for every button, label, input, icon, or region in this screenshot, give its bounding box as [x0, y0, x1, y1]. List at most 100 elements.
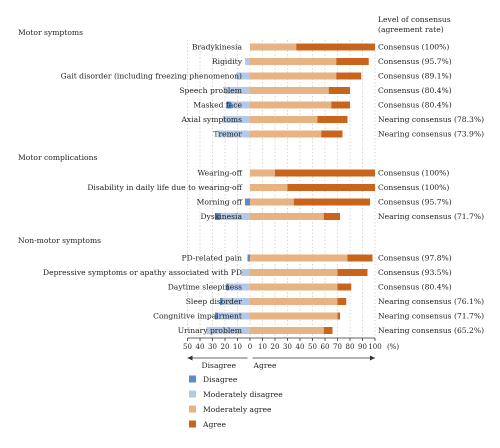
bar-agree — [296, 43, 375, 51]
x-tick-label: 20 — [271, 343, 280, 351]
bar-agree — [293, 198, 370, 206]
x-tick-label: 10 — [258, 343, 267, 351]
category-label: Daytime sleepiness — [168, 283, 242, 292]
consensus-label: Consensus (100%) — [378, 43, 449, 52]
category-label: Disability in daily life due to wearing-… — [87, 183, 242, 192]
legend-label: Moderately disagree — [203, 390, 283, 399]
bar-disagree — [226, 101, 232, 109]
bar-agree — [321, 130, 343, 138]
bar-moderately-disagree — [206, 327, 250, 334]
bar-disagree — [215, 213, 220, 220]
category-label: Gait disorder (including freezing phenom… — [61, 72, 242, 81]
bar-moderately-agree — [250, 312, 338, 320]
consensus-label: Nearing consensus (65.2%) — [378, 326, 484, 335]
section-title: Motor symptoms — [18, 28, 83, 37]
bar-agree — [317, 116, 348, 123]
bar-moderately-agree — [250, 116, 318, 123]
bar-agree — [337, 312, 340, 320]
consensus-label: Consensus (100%) — [378, 169, 449, 178]
bar-agree — [323, 213, 340, 220]
x-tick-label: 70 — [333, 343, 342, 351]
bar-moderately-agree — [250, 198, 294, 206]
section-title: Motor complications — [18, 153, 97, 162]
x-tick-label: 40 — [196, 343, 205, 351]
consensus-label: Consensus (80.4%) — [378, 86, 452, 95]
bar-moderately-disagree — [245, 58, 250, 65]
category-label: Congnitive impairment — [153, 312, 242, 321]
bar-moderately-disagree — [228, 283, 250, 291]
consensus-label: Consensus (100%) — [378, 183, 449, 192]
bar-moderately-disagree — [225, 87, 250, 94]
x-tick-label: 50 — [308, 343, 317, 351]
consensus-label: Nearing consensus (71.7%) — [378, 212, 484, 221]
bar-moderately-agree — [250, 43, 297, 51]
x-tick-label: 60 — [321, 343, 330, 351]
consensus-labels: Consensus (100%) Consensus (95.7%) Consens… — [378, 43, 484, 336]
bar-moderately-agree — [250, 213, 324, 220]
bar-agree — [336, 58, 369, 65]
bar-moderately-disagree — [236, 72, 250, 80]
category-label: Speech problem — [179, 86, 242, 95]
consensus-header-line2: (agreement rate) — [378, 25, 444, 34]
bar-moderately-agree — [250, 254, 348, 262]
bar-moderately-agree — [250, 72, 337, 80]
legend-swatch — [189, 390, 196, 398]
bar-moderately-agree — [250, 169, 275, 177]
category-label: Sleep disorder — [186, 297, 243, 306]
x-tick-label: 40 — [296, 343, 305, 351]
bar-moderately-disagree — [222, 116, 250, 123]
consensus-label: Consensus (93.5%) — [378, 268, 452, 277]
legend-label: Moderately agree — [203, 405, 272, 414]
bar-moderately-disagree — [217, 130, 250, 138]
bar-moderately-disagree — [241, 269, 250, 276]
bars — [206, 43, 375, 334]
bar-moderately-disagree — [231, 101, 250, 109]
bar-moderately-agree — [250, 269, 338, 276]
bar-agree — [337, 283, 352, 291]
category-label: Urinary problem — [178, 326, 242, 335]
consensus-label: Consensus (80.4%) — [378, 101, 452, 110]
x-tick-label: 100 — [368, 343, 381, 351]
x-tick-label: 90 — [358, 343, 367, 351]
category-labels: Motor symptoms Bradykinesia Rigidity Gait d… — [18, 28, 243, 335]
bar-agree — [336, 72, 362, 80]
bar-agree — [323, 327, 333, 334]
consensus-header-line1: Level of consensus — [378, 15, 451, 24]
x-tick-label: 20 — [221, 343, 230, 351]
bar-agree — [331, 101, 350, 109]
legend-swatch — [189, 375, 196, 383]
category-label: Depressive symptoms or apathy associated… — [43, 268, 242, 277]
category-label: Morning off — [197, 198, 243, 207]
x-tick-label: 10 — [233, 343, 242, 351]
bar-moderately-agree — [250, 283, 338, 291]
legend-swatch — [189, 420, 196, 428]
x-axis: 50 40 30 20 10 0 10 20 30 40 50 60 70 80 90 100 (%)Disag… — [183, 337, 399, 370]
consensus-label: Consensus (95.7%) — [378, 57, 452, 66]
bar-moderately-disagree — [222, 298, 250, 305]
category-label: Wearing-off — [197, 169, 242, 178]
agree-arrow-head — [370, 355, 375, 361]
consensus-label: Nearing consensus (76.1%) — [378, 297, 484, 306]
section-title: Non-motor symptoms — [18, 236, 101, 245]
category-label: Axial symptoms — [180, 115, 242, 124]
bar-agree — [328, 87, 350, 94]
bar-moderately-agree — [250, 58, 337, 65]
legend-label: Disagree — [203, 375, 238, 384]
bar-moderately-agree — [250, 87, 329, 94]
bar-agree — [287, 184, 375, 191]
consensus-label: Nearing consensus (73.9%) — [378, 130, 484, 139]
category-label: Bradykinesia — [192, 43, 243, 52]
category-label: PD-related pain — [181, 254, 242, 263]
category-label: Tremor — [213, 130, 242, 139]
consensus-label: Consensus (95.7%) — [378, 198, 452, 207]
x-tick-label: 50 — [183, 343, 192, 351]
bar-agree — [337, 298, 347, 305]
disagree-axis-label: Disagree — [202, 361, 237, 370]
bar-moderately-agree — [250, 327, 324, 334]
bar-agree — [337, 269, 368, 276]
bar-disagree — [226, 283, 229, 291]
bar-moderately-agree — [250, 101, 332, 109]
disagree-arrow-head — [187, 355, 193, 361]
x-tick-label: 80 — [346, 343, 355, 351]
